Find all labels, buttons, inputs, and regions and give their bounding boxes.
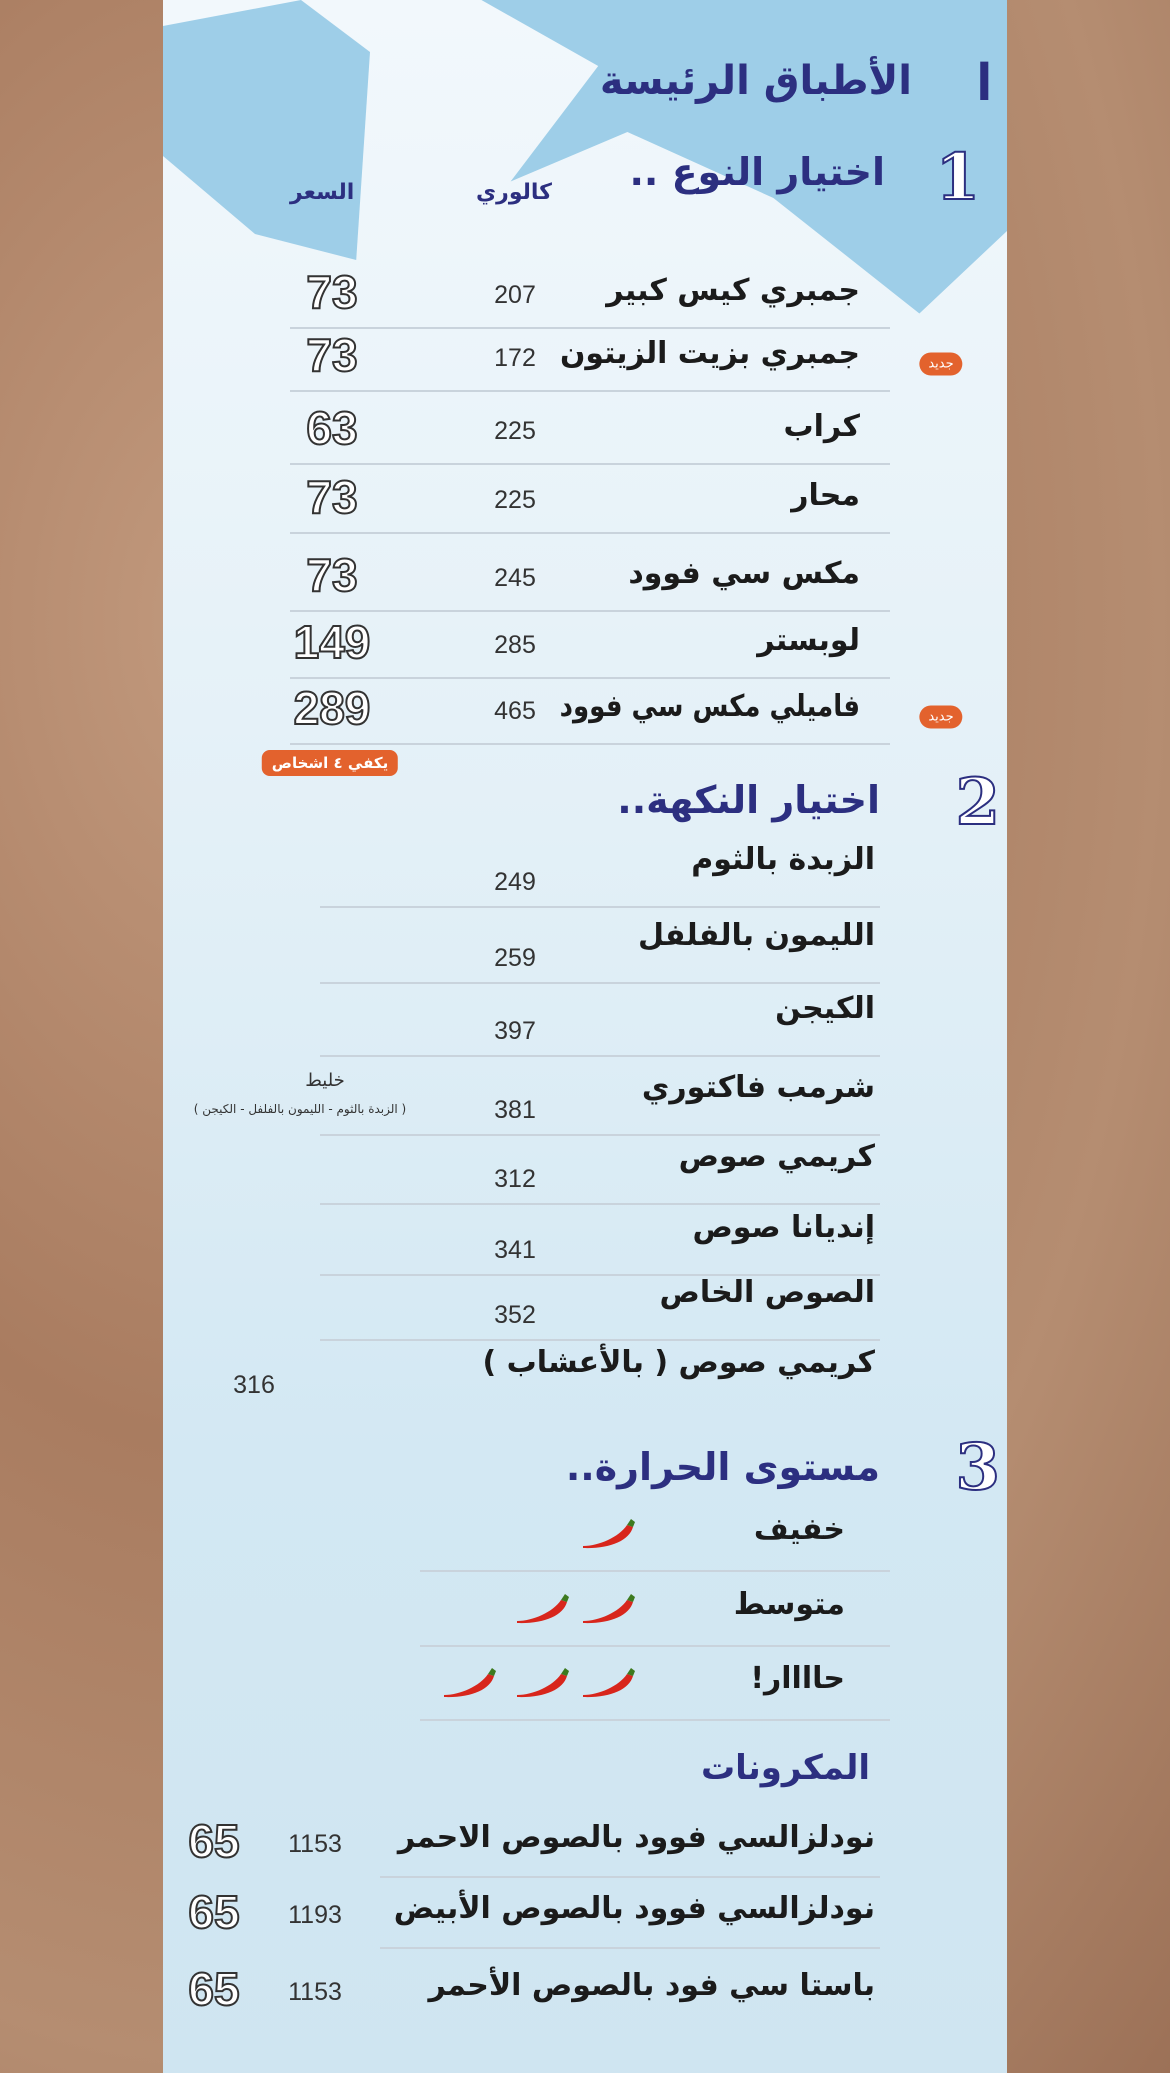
chili-icon	[517, 1594, 569, 1624]
chili-icon	[444, 1668, 496, 1698]
pasta-calories: 1153	[288, 1978, 342, 2006]
price-column-header: السعر	[290, 180, 355, 205]
row-divider	[290, 327, 890, 329]
item-name[interactable]: جمبري بزيت الزيتون	[560, 336, 860, 371]
item-price: 73	[305, 548, 358, 602]
section-number: 1	[934, 139, 981, 216]
pasta-title: المكرونات	[701, 1748, 870, 1788]
row-divider	[420, 1719, 890, 1721]
pasta-name[interactable]: نودلزالسي فوود بالصوص الاحمر	[397, 1820, 875, 1855]
section-title: اختيار النكهة..	[617, 778, 880, 822]
flavor-calories: 341	[494, 1236, 536, 1264]
item-price: 73	[305, 470, 358, 524]
menu-panel	[163, 0, 1007, 2073]
item-name[interactable]: مكس سي فوود	[628, 556, 860, 591]
flavor-name[interactable]: كريمي صوص ( بالأعشاب )	[482, 1345, 876, 1380]
flavor-name[interactable]: الكيجن	[775, 991, 875, 1026]
item-calories: 465	[494, 697, 536, 725]
pasta-price: 65	[187, 1885, 240, 1939]
flavor-name[interactable]: شرمب فاكتوري	[641, 1070, 875, 1105]
row-divider	[380, 1876, 880, 1878]
pasta-price: 65	[187, 1962, 240, 2016]
flavor-calories: 352	[494, 1301, 536, 1329]
item-price: 73	[305, 265, 358, 319]
mix-note-title: خليط	[305, 1070, 345, 1091]
flavor-calories: 259	[494, 944, 536, 972]
row-divider	[320, 1274, 880, 1276]
item-calories: 207	[494, 281, 536, 309]
row-divider	[380, 1947, 880, 1949]
title-number: I	[976, 49, 992, 112]
heat-level-name[interactable]: خفيف	[753, 1512, 845, 1547]
section-number: 2	[954, 764, 1001, 841]
mix-note: ( الزبدة بالثوم - الليمون بالفلفل - الكي…	[193, 1102, 407, 1116]
pasta-name[interactable]: نودلزالسي فوود بالصوص الأبيض	[393, 1891, 875, 1926]
flavor-name[interactable]: إنديانا صوص	[692, 1210, 875, 1245]
item-name[interactable]: كراب	[783, 409, 860, 444]
serves-badge: يكفي ٤ اشخاص	[261, 750, 399, 776]
row-divider	[320, 1339, 880, 1341]
flavor-name[interactable]: الليمون بالفلفل	[637, 918, 875, 953]
pasta-name[interactable]: باستا سي فود بالصوص الأحمر	[428, 1968, 875, 2003]
item-name[interactable]: لوبستر	[757, 623, 860, 658]
item-calories: 225	[494, 417, 536, 445]
row-divider	[320, 1203, 880, 1205]
flavor-name[interactable]: كريمي صوص	[678, 1139, 875, 1174]
row-divider	[320, 1055, 880, 1057]
chili-icon	[583, 1519, 635, 1549]
row-divider	[320, 1134, 880, 1136]
flavor-name[interactable]: الصوص الخاص	[659, 1275, 875, 1310]
heat-level-name[interactable]: متوسط	[733, 1587, 845, 1622]
item-price: 73	[305, 328, 358, 382]
item-calories: 245	[494, 564, 536, 592]
flavor-calories: 249	[494, 868, 536, 896]
flavor-name[interactable]: الزبدة بالثوم	[691, 842, 875, 877]
row-divider	[290, 532, 890, 534]
page-title: الأطباق الرئيسة	[599, 58, 912, 104]
row-divider	[290, 463, 890, 465]
item-calories: 225	[494, 486, 536, 514]
item-price: 289	[293, 681, 372, 735]
row-divider	[420, 1645, 890, 1647]
new-badge: جديد	[919, 705, 963, 729]
item-name[interactable]: محار	[791, 478, 860, 513]
heat-level-name[interactable]: حاااار!	[750, 1661, 845, 1696]
pasta-calories: 1193	[288, 1901, 342, 1929]
item-name[interactable]: فاميلي مكس سي فوود	[559, 689, 860, 724]
flavor-calories: 316	[233, 1371, 275, 1399]
row-divider	[290, 743, 890, 745]
chili-icon	[517, 1668, 569, 1698]
item-price: 63	[305, 401, 358, 455]
section-number: 3	[954, 1429, 1001, 1506]
new-badge: جديد	[919, 352, 963, 376]
section-title: مستوى الحرارة..	[565, 1445, 880, 1489]
row-divider	[320, 982, 880, 984]
pasta-calories: 1153	[288, 1830, 342, 1858]
chili-icon	[583, 1668, 635, 1698]
chili-icon	[583, 1594, 635, 1624]
item-name[interactable]: جمبري كيس كبير	[606, 273, 860, 308]
row-divider	[290, 390, 890, 392]
row-divider	[290, 610, 890, 612]
item-calories: 172	[494, 344, 536, 372]
row-divider	[420, 1570, 890, 1572]
flavor-calories: 397	[494, 1017, 536, 1045]
flavor-calories: 312	[494, 1165, 536, 1193]
calories-column-header: كالوري	[476, 180, 552, 205]
row-divider	[290, 677, 890, 679]
flavor-calories: 381	[494, 1096, 536, 1124]
section-title: اختيار النوع ..	[629, 150, 886, 194]
item-price: 149	[293, 615, 372, 669]
row-divider	[320, 906, 880, 908]
item-calories: 285	[494, 631, 536, 659]
pasta-price: 65	[187, 1814, 240, 1868]
